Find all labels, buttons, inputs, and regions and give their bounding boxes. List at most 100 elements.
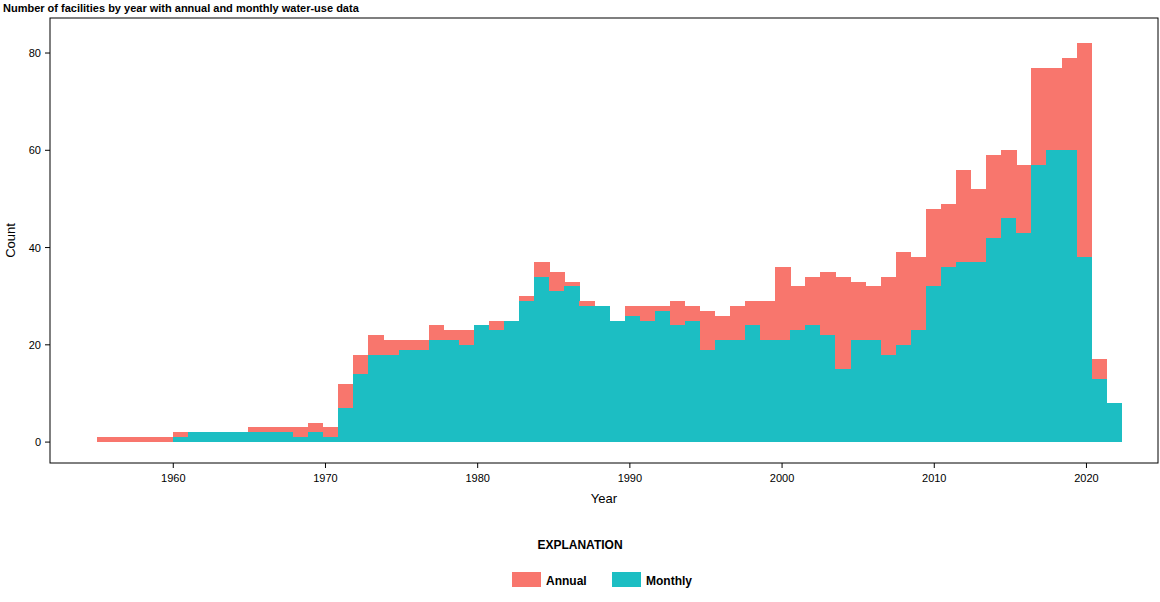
bar-annual [790,286,805,330]
bar-annual [926,209,941,287]
bar-annual [715,316,730,340]
bar-annual [760,301,775,340]
bar-annual [338,384,353,408]
x-tick [173,463,174,468]
bar-annual [233,432,248,433]
x-tick [934,463,935,468]
y-tick-label: 80 [29,47,41,59]
bar-annual [383,340,398,355]
bar-annual [609,320,624,321]
bar-annual [1077,43,1092,257]
bar-annual [323,427,338,437]
bar-monthly [986,238,1001,442]
bar-monthly [655,311,670,442]
y-tick [45,442,50,443]
bar-monthly [474,325,489,442]
bar-annual [1031,68,1046,165]
bar-monthly [1001,218,1016,442]
bar-annual [971,189,986,262]
x-tick-label: 2020 [1074,472,1098,484]
bar-annual [956,170,971,262]
bar-annual [519,296,534,301]
bar-monthly [685,321,700,443]
bar-monthly [775,340,790,442]
bar-monthly [715,340,730,442]
bar-monthly [640,321,655,443]
bar-monthly [519,301,534,442]
y-tick [45,247,50,248]
bar-annual [203,432,218,433]
bar-monthly [1107,403,1122,442]
bar-annual [1046,68,1061,151]
bar-annual [986,155,1001,238]
x-tick-label: 2010 [922,472,946,484]
bar-monthly [308,432,323,442]
bar-monthly [188,432,203,442]
bar-monthly [504,321,519,443]
bar-annual [745,301,760,325]
bar-monthly [489,330,504,442]
bar-monthly [218,432,233,442]
bar-monthly [820,335,835,442]
bar-monthly [1016,233,1031,442]
bar-monthly [851,340,866,442]
bar-annual [188,432,203,433]
bar-annual [278,427,293,432]
x-tick [1086,463,1087,468]
bar-annual [775,267,790,340]
bar-annual [353,355,368,374]
bar-annual [911,257,926,330]
y-tick-label: 0 [35,436,41,448]
bar-monthly [805,325,820,442]
legend-title: EXPLANATION [537,538,622,552]
bar-annual [640,306,655,321]
bar-monthly [549,291,564,442]
bar-annual [157,437,172,442]
bar-annual [549,272,564,291]
bar-annual [504,320,519,321]
legend-swatch [612,572,641,587]
bar-annual [489,321,504,331]
bar-annual [414,340,429,350]
bar-annual [1016,165,1031,233]
x-axis-label: Year [591,491,618,506]
bar-monthly [368,355,383,443]
x-tick [325,463,326,468]
bar-monthly [564,286,579,442]
y-axis-label: Count [3,223,18,258]
bar-annual [881,277,896,355]
bar-monthly [790,330,805,442]
bar-annual [730,306,745,340]
bar-monthly [670,325,685,442]
bar-annual [685,306,700,321]
chart: Number of facilities by year with annual… [0,0,1160,602]
bar-annual [429,325,444,340]
legend: EXPLANATION Annual Monthly [512,538,692,588]
bar-annual [941,204,956,267]
bar-monthly [323,437,338,442]
bar-annual [308,423,323,433]
bar-monthly [534,277,549,442]
bar-monthly [609,321,624,443]
bar-monthly [173,437,188,442]
y-tick [45,344,50,345]
bar-annual [142,437,157,442]
bar-monthly [835,369,850,442]
bar-monthly [866,340,881,442]
bar-monthly [594,306,609,442]
bar-monthly [1046,150,1061,442]
bar-annual [594,305,609,306]
bar-annual [112,437,127,442]
y-tick-label: 20 [29,339,41,351]
y-tick [45,150,50,151]
bar-annual [866,286,881,339]
bars [97,43,1122,442]
legend-label: Monthly [646,574,692,588]
bar-annual [805,277,820,326]
bar-annual [1001,150,1016,218]
x-tick-label: 1970 [313,472,337,484]
legend-label: Annual [546,574,587,588]
bar-monthly [700,350,715,442]
bar-monthly [248,432,263,442]
bar-annual [293,427,308,437]
